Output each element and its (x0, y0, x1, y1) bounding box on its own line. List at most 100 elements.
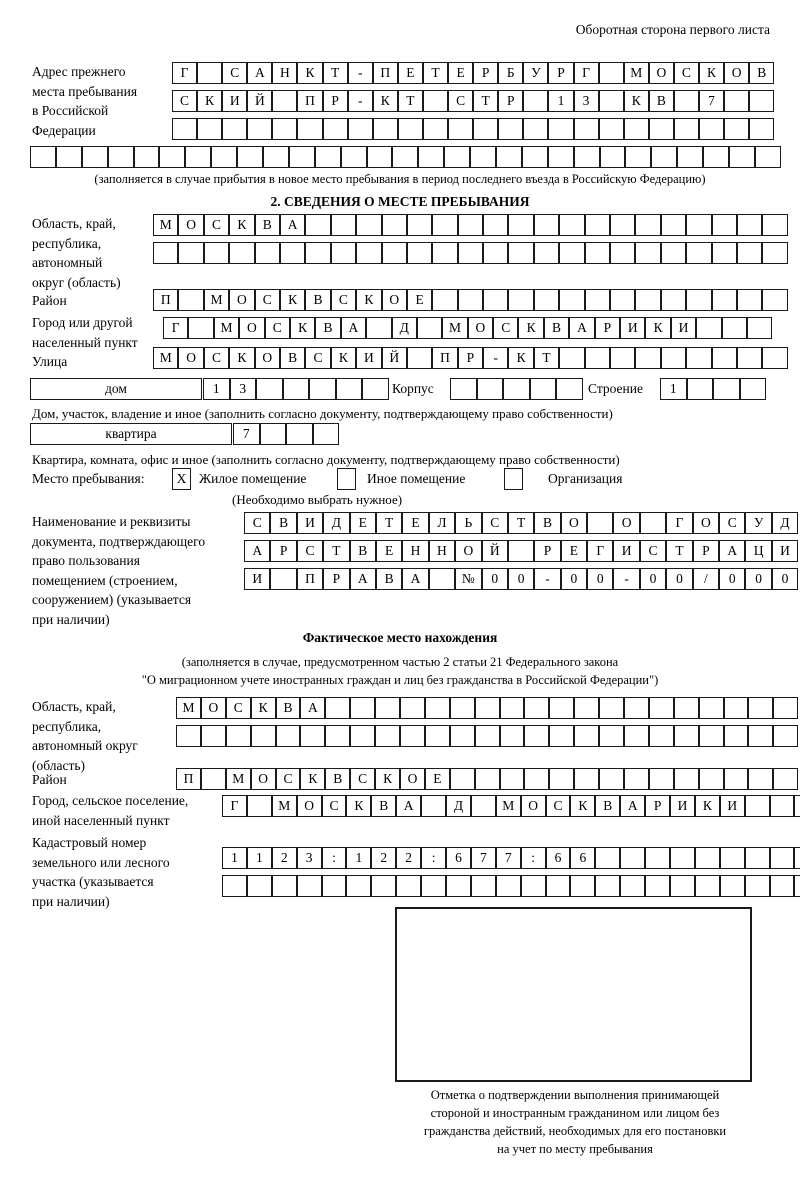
char-cell[interactable] (584, 214, 611, 236)
char-cell[interactable] (559, 214, 585, 236)
char-cell[interactable]: 1 (548, 90, 574, 112)
char-cell[interactable] (548, 118, 574, 140)
char-cell[interactable] (263, 146, 289, 168)
char-cell[interactable]: Р (323, 568, 350, 590)
char-cell[interactable]: Р (322, 90, 348, 112)
char-cell[interactable] (773, 768, 799, 790)
char-cell[interactable] (660, 289, 687, 311)
char-cell[interactable]: К (623, 90, 649, 112)
char-cell[interactable]: К (279, 289, 306, 311)
char-cell[interactable] (222, 118, 248, 140)
char-cell[interactable] (421, 795, 447, 817)
char-cell[interactable]: П (297, 90, 323, 112)
char-cell[interactable] (350, 697, 376, 719)
char-cell[interactable] (524, 725, 550, 747)
char-cell[interactable]: К (229, 214, 255, 236)
char-cell[interactable]: С (673, 62, 699, 84)
char-cell[interactable]: 0 (719, 568, 746, 590)
char-cell[interactable]: К (518, 317, 544, 339)
char-cell[interactable] (744, 847, 770, 869)
char-cell[interactable]: Л (428, 512, 456, 534)
char-cell[interactable]: В (595, 795, 621, 817)
char-cell[interactable]: Т (422, 62, 449, 84)
char-cell[interactable] (246, 795, 272, 817)
char-cell[interactable] (496, 146, 522, 168)
char-cell[interactable] (473, 118, 499, 140)
char-cell[interactable]: 7 (495, 847, 521, 869)
char-cell[interactable] (282, 378, 309, 400)
char-cell[interactable] (723, 768, 749, 790)
char-cell[interactable] (762, 289, 788, 311)
previous-address-row-4[interactable] (30, 146, 781, 168)
char-cell[interactable] (432, 242, 458, 264)
char-cell[interactable]: С (350, 768, 376, 790)
char-cell[interactable] (375, 725, 401, 747)
char-cell[interactable] (648, 118, 674, 140)
char-cell[interactable] (698, 768, 724, 790)
char-cell[interactable] (623, 118, 649, 140)
char-cell[interactable]: А (340, 317, 367, 339)
char-cell[interactable]: 7 (233, 423, 260, 445)
char-cell[interactable]: : (421, 847, 447, 869)
char-cell[interactable] (686, 378, 713, 400)
char-cell[interactable] (250, 725, 276, 747)
char-cell[interactable]: К (300, 768, 326, 790)
char-cell[interactable]: К (197, 90, 223, 112)
char-cell[interactable] (286, 423, 313, 445)
char-cell[interactable]: И (670, 317, 697, 339)
char-cell[interactable] (729, 146, 755, 168)
char-cell[interactable]: 0 (666, 568, 693, 590)
char-cell[interactable] (432, 214, 458, 236)
char-cell[interactable] (698, 697, 724, 719)
previous-address-row-3[interactable] (172, 118, 775, 140)
char-cell[interactable]: С (719, 512, 746, 534)
char-cell[interactable]: К (229, 347, 255, 369)
char-cell[interactable]: Е (406, 289, 433, 311)
char-cell[interactable]: А (719, 540, 746, 562)
char-cell[interactable] (625, 146, 652, 168)
char-cell[interactable] (381, 214, 407, 236)
char-cell[interactable] (533, 242, 560, 264)
char-cell[interactable] (470, 795, 496, 817)
char-cell[interactable] (736, 289, 763, 311)
char-cell[interactable] (559, 242, 585, 264)
char-cell[interactable]: И (719, 795, 745, 817)
char-cell[interactable]: Е (402, 512, 429, 534)
char-cell[interactable] (397, 118, 423, 140)
char-cell[interactable]: С (296, 540, 324, 562)
char-cell[interactable] (584, 347, 611, 369)
char-cell[interactable] (610, 347, 636, 369)
char-cell[interactable]: С (305, 347, 331, 369)
char-cell[interactable]: О (200, 697, 226, 719)
char-cell[interactable] (159, 146, 186, 168)
char-cell[interactable]: 1 (222, 847, 247, 869)
char-cell[interactable] (178, 242, 204, 264)
char-cell[interactable] (396, 875, 422, 897)
char-cell[interactable] (648, 697, 674, 719)
char-cell[interactable] (400, 725, 425, 747)
char-cell[interactable]: К (372, 90, 398, 112)
char-cell[interactable] (347, 118, 373, 140)
char-cell[interactable] (325, 697, 351, 719)
char-cell[interactable] (508, 289, 534, 311)
char-cell[interactable]: О (250, 768, 276, 790)
char-cell[interactable] (203, 242, 230, 264)
char-cell[interactable] (270, 568, 297, 590)
char-cell[interactable] (297, 118, 323, 140)
char-cell[interactable] (762, 347, 788, 369)
char-cell[interactable]: О (254, 347, 280, 369)
char-cell[interactable]: М (203, 289, 230, 311)
char-cell[interactable] (499, 697, 525, 719)
char-cell[interactable]: К (508, 347, 534, 369)
char-cell[interactable] (450, 378, 477, 400)
char-cell[interactable]: Г (222, 795, 247, 817)
char-cell[interactable]: 0 (639, 568, 667, 590)
char-cell[interactable] (503, 378, 530, 400)
char-cell[interactable] (703, 146, 730, 168)
char-cell[interactable]: И (244, 568, 271, 590)
char-cell[interactable]: 3 (296, 847, 322, 869)
char-cell[interactable] (573, 146, 600, 168)
